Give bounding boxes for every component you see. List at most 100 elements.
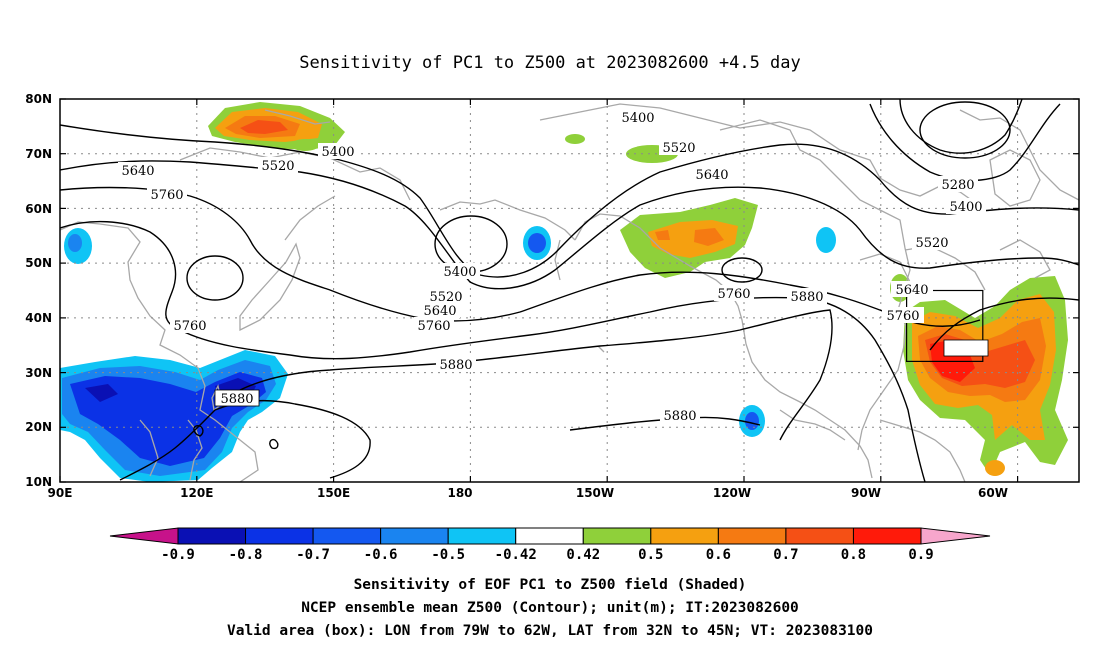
caption-line-3: Valid area (box): LON from 79W to 62W, L… (227, 623, 873, 639)
contour-label: 5880 (660, 407, 700, 424)
contour-label: 5880 (214, 389, 260, 407)
svg-text:5760: 5760 (150, 188, 183, 203)
svg-text:5760: 5760 (717, 287, 750, 302)
lon-tick-label: 120E (180, 486, 213, 500)
lat-tick-label: 80N (25, 92, 52, 106)
svg-text:5520: 5520 (662, 141, 695, 156)
contour-label: 5520 (258, 157, 298, 174)
lat-tick-label: 20N (25, 420, 52, 434)
colorbar: -0.9 -0.8 -0.7 -0.6 -0.5 -0.42 0.42 0.5 0.6 0.7 0.… (109, 527, 991, 563)
svg-text:5640: 5640 (695, 168, 728, 183)
svg-text:5640: 5640 (895, 283, 928, 298)
longitude-axis: 90E 120E 150E 180 150W 120W 90W 60W (48, 99, 1019, 500)
contour-label: 5640 (118, 162, 158, 179)
colorbar-box (852, 527, 922, 545)
colorbar-tick-label: 0.6 (706, 547, 731, 563)
colorbar-tick-label: 0.5 (638, 547, 663, 563)
contour-label: 5400 (318, 143, 358, 160)
latitude-axis: 80N 70N 60N 50N 40N 30N 20N 10N (25, 92, 1079, 489)
contour-label: 5400 (618, 109, 658, 126)
contour-label: 5880 (436, 356, 476, 373)
colorbar-min-extension (109, 527, 179, 545)
lat-tick-label: 70N (25, 147, 52, 161)
svg-text:5760: 5760 (417, 319, 450, 334)
colorbar-tick-label: -0.5 (431, 547, 465, 563)
colorbar-tick-label: 0.42 (566, 547, 600, 563)
valid-area-box (905, 289, 984, 363)
svg-text:5760: 5760 (886, 309, 919, 324)
map-title: Sensitivity of PC1 to Z500 at 2023082600… (299, 53, 801, 73)
lon-tick-label: 120W (713, 486, 751, 500)
colorbar-tick-label: 0.8 (841, 547, 866, 563)
lon-tick-label: 90W (851, 486, 881, 500)
contour-label: 5760 (147, 186, 187, 203)
svg-text:5400: 5400 (949, 200, 982, 215)
contour-label: 5520 (912, 234, 952, 251)
contour-label: 5640 (420, 302, 460, 319)
svg-text:5880: 5880 (439, 358, 472, 373)
colorbar-tick-label: -0.9 (161, 547, 195, 563)
svg-text:5400: 5400 (443, 265, 476, 280)
contour-label: 5760 (714, 285, 754, 302)
svg-text:5520: 5520 (429, 290, 462, 305)
svg-text:5640: 5640 (121, 164, 154, 179)
contour-label: 5880 (787, 288, 827, 305)
colorbar-box (785, 527, 854, 545)
contour-label: 5760 (414, 317, 454, 334)
svg-text:5400: 5400 (621, 111, 654, 126)
svg-text:5760: 5760 (173, 319, 206, 334)
svg-text:5640: 5640 (423, 304, 456, 319)
caption-line-1: Sensitivity of EOF PC1 to Z500 field (Sh… (354, 577, 747, 593)
svg-text:5880: 5880 (790, 290, 823, 305)
colorbar-box (312, 527, 382, 545)
contour-label (943, 339, 989, 357)
lon-tick-label: 90E (48, 486, 73, 500)
contour-label: 5760 (882, 307, 924, 324)
lat-tick-label: 30N (25, 366, 52, 380)
svg-text:5880: 5880 (220, 392, 253, 407)
colorbar-box (245, 527, 314, 545)
svg-text:5880: 5880 (663, 409, 696, 424)
colorbar-box (177, 527, 247, 545)
svg-text:5520: 5520 (261, 159, 294, 174)
colorbar-box (717, 527, 787, 545)
colorbar-box (650, 527, 719, 545)
colorbar-box (515, 527, 584, 545)
lat-tick-label: 10N (25, 475, 52, 489)
contour-label: 5520 (426, 288, 466, 305)
contour-label: 5280 (938, 176, 978, 193)
lon-tick-label: 150E (317, 486, 350, 500)
colorbar-tick-label: -0.7 (296, 547, 330, 563)
map-frame (59, 98, 1080, 483)
colorbar-max-extension (920, 527, 991, 545)
colorbar-tick-label: -0.42 (495, 547, 537, 563)
colorbar-box (380, 527, 449, 545)
contour-label: 5760 (170, 317, 210, 334)
lon-tick-label: 180 (447, 486, 472, 500)
contour-label: 5640 (891, 281, 933, 298)
lon-tick-label: 150W (576, 486, 614, 500)
svg-text:5400: 5400 (321, 145, 354, 160)
lon-tick-label: 60W (978, 486, 1008, 500)
pos-patch-arctic-small (565, 134, 585, 144)
colorbar-tick-label: -0.6 (364, 547, 398, 563)
colorbar-box (582, 527, 652, 545)
svg-text:5280: 5280 (941, 178, 974, 193)
colorbar-tick-label: 0.7 (773, 547, 798, 563)
contour-label: 5400 (946, 198, 986, 215)
colorbar-box (447, 527, 517, 545)
caption-line-2: NCEP ensemble mean Z500 (Contour); unit(… (301, 600, 799, 616)
neg-patch-great-plains (816, 227, 836, 253)
contour-label: 5640 (692, 166, 732, 183)
lat-tick-label: 40N (25, 311, 52, 325)
contour-label: 5520 (659, 139, 699, 156)
z500-contours (60, 99, 1079, 482)
contour-label: 5400 (440, 263, 480, 280)
colorbar-tick-label: 0.9 (908, 547, 933, 563)
lat-tick-label: 60N (25, 202, 52, 216)
svg-text:5520: 5520 (915, 236, 948, 251)
colorbar-tick-label: -0.8 (229, 547, 263, 563)
contour-labels: 5400 5400 5520 5520 5640 5640 5760 5760 … (118, 109, 989, 424)
lat-tick-label: 50N (25, 256, 52, 270)
